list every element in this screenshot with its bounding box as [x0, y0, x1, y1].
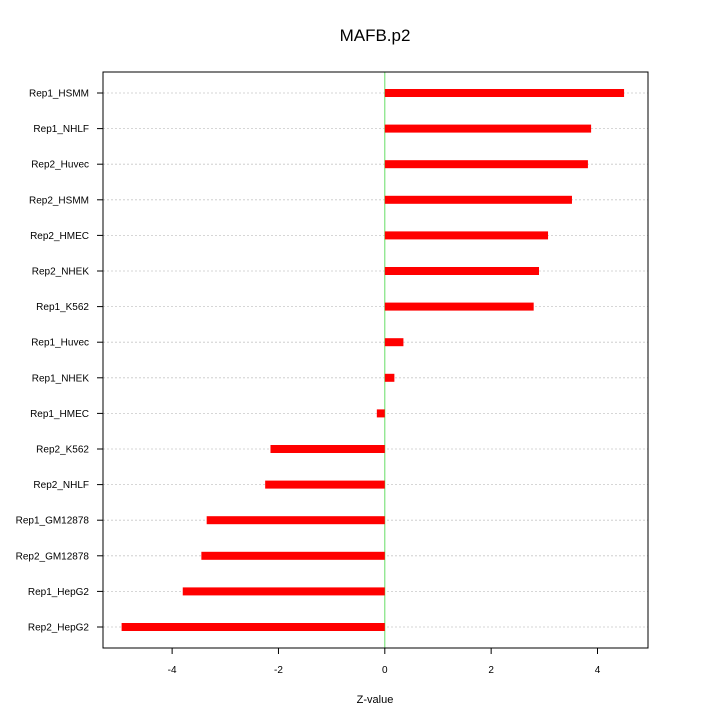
y-tick-label: Rep2_GM12878: [16, 551, 90, 562]
bars: [121, 89, 625, 631]
x-tick-label: -4: [168, 665, 177, 676]
bar: [384, 160, 588, 169]
y-axis: Rep1_HSMM Rep1_NHLF Rep2_Huvec Rep2_HSMM Rep…: [16, 89, 103, 634]
bar: [384, 89, 625, 97]
y-tick-label: Rep2_NHEK: [32, 267, 90, 278]
bar: [182, 587, 385, 596]
y-tick-label: Rep2_NHLF: [33, 480, 89, 491]
bar: [384, 338, 404, 347]
bar: [384, 195, 572, 204]
y-tick-label: Rep1_K562: [36, 302, 89, 313]
y-tick-label: Rep1_HMEC: [30, 409, 89, 420]
y-tick-label: Rep2_HMEC: [30, 231, 89, 242]
y-tick-label: Rep1_HepG2: [28, 587, 90, 598]
chart-title: MAFB.p2: [340, 26, 411, 45]
bar: [265, 480, 385, 489]
x-tick-label: 0: [382, 665, 388, 676]
y-tick-label: Rep1_HSMM: [29, 89, 89, 100]
plot-frame: [102, 71, 649, 649]
x-axis: -4 -2 0 2 4: [168, 648, 601, 676]
bar: [201, 551, 385, 560]
y-tick-label: Rep2_K562: [36, 445, 89, 456]
bar: [384, 231, 549, 240]
bar: [384, 373, 395, 382]
y-tick-label: Rep1_Huvec: [31, 338, 89, 349]
bar: [384, 124, 592, 133]
x-tick-label: -2: [274, 665, 283, 676]
x-tick-label: 2: [488, 665, 494, 676]
bar: [376, 409, 385, 418]
y-tick-label: Rep2_Huvec: [31, 160, 89, 171]
y-tick-label: Rep1_NHEK: [32, 373, 90, 384]
y-tick-label: Rep1_NHLF: [33, 124, 89, 135]
y-tick-label: Rep2_HepG2: [28, 623, 90, 634]
y-tick-label: Rep1_GM12878: [16, 516, 90, 527]
x-axis-label: Z-value: [357, 694, 394, 706]
bar: [384, 302, 534, 311]
y-tick-label: Rep2_HSMM: [29, 195, 89, 206]
bar: [206, 516, 385, 525]
x-tick-label: 4: [595, 665, 601, 676]
bar: [270, 445, 385, 453]
bar: [121, 623, 385, 631]
bar: [384, 267, 539, 275]
